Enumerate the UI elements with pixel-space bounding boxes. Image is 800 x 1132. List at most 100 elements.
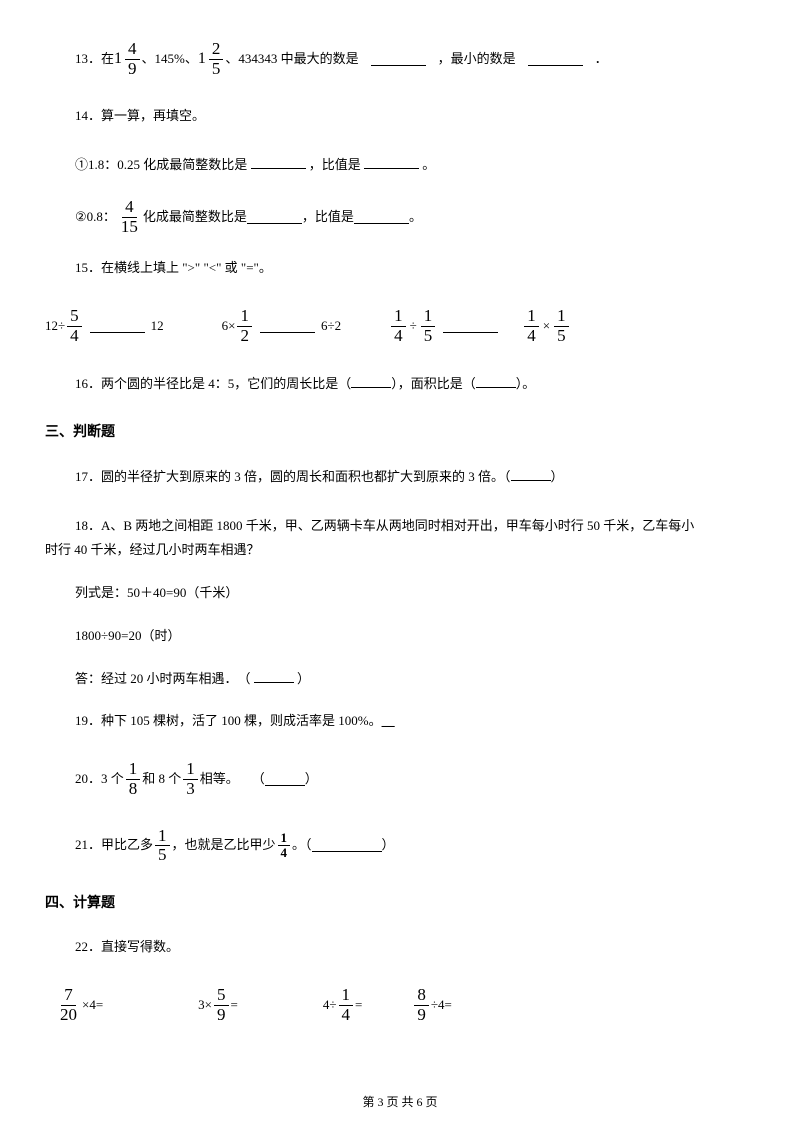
expr-group-4: 1 4 × 1 5: [522, 307, 570, 345]
numerator: 2: [209, 40, 224, 60]
blank[interactable]: [260, 320, 315, 333]
mid: ，也就是乙比甲少: [172, 835, 276, 856]
after: =: [355, 995, 362, 1016]
fraction: 1 4: [391, 307, 406, 345]
numerator: 1: [183, 760, 198, 780]
fraction: 4 15: [118, 198, 141, 236]
pre: ①1.8：0.25 化成最简整数比是: [75, 157, 247, 172]
blank[interactable]: [247, 211, 302, 224]
problem-14-title: 14．算一算，再填空。: [45, 106, 755, 127]
end: ）: [305, 769, 318, 790]
pre: 17．圆的半径扩大到原来的 3 倍，圆的周长和面积也都扩大到原来的 3 倍。（: [75, 467, 511, 488]
denominator: 4: [67, 327, 82, 346]
end: ）: [382, 835, 395, 856]
blank[interactable]: [476, 375, 516, 388]
fraction: 1 8: [126, 760, 141, 798]
pre: 4÷: [323, 995, 337, 1016]
after: 。（: [292, 835, 312, 856]
after: ÷4=: [431, 995, 452, 1016]
numerator: 4: [122, 198, 137, 218]
blank[interactable]: [254, 670, 294, 683]
mixed-fraction-2: 1 2 5: [198, 40, 226, 78]
denominator: 5: [554, 327, 569, 346]
op: ÷: [410, 316, 417, 337]
op: ×: [543, 316, 550, 337]
numerator: 7: [61, 986, 76, 1006]
calc-4: 8 9 ÷4=: [412, 986, 451, 1024]
right: 6÷2: [321, 316, 341, 337]
problem-21: 21．甲比乙多 1 5 ，也就是乙比甲少 1 4 。（ ）: [45, 827, 755, 865]
after: ×4=: [82, 995, 103, 1016]
numerator: 1: [278, 831, 291, 846]
fraction: 7 20: [57, 986, 80, 1024]
fraction: 1 3: [183, 760, 198, 798]
pre: 3×: [198, 995, 212, 1016]
pre: 16．两个圆的半径比是 4：5，它们的周长比是（: [75, 374, 351, 395]
blank[interactable]: [528, 53, 583, 66]
blank[interactable]: [443, 320, 498, 333]
mid: ），面积比是（: [391, 374, 476, 395]
numerator: 1: [126, 760, 141, 780]
end: 。: [409, 207, 422, 228]
denominator: 15: [118, 218, 141, 237]
whole: 1: [114, 46, 122, 72]
end: 。: [422, 157, 435, 172]
denominator: 5: [155, 846, 170, 865]
blank[interactable]: [351, 375, 391, 388]
denominator: 5: [421, 327, 436, 346]
problem-16: 16．两个圆的半径比是 4：5，它们的周长比是（ ），面积比是（ ）。: [45, 374, 755, 395]
end: ）。: [516, 374, 536, 395]
section-3-heading: 三、判断题: [45, 422, 755, 444]
tf-blank[interactable]: __: [382, 711, 395, 732]
problem-13: 13．在 1 4 9 、145%、 1 2 5 、434343 中最大的数是 ，…: [45, 40, 755, 78]
problem-15-title: 15．在横线上填上 ">" "<" 或 "="。: [45, 258, 755, 279]
blank[interactable]: [90, 320, 145, 333]
problem-18: 18．A、B 两地之间相距 1800 千米，甲、乙两辆卡车从两地同时相对开出，甲…: [45, 516, 755, 690]
fraction: 2 5: [209, 40, 224, 78]
expr-group-2: 6× 1 2 6÷2: [222, 307, 341, 345]
problem-19: 19．种下 105 棵树，活了 100 棵，则成活率是 100%。 __: [45, 711, 755, 732]
whole: 1: [198, 46, 206, 72]
line5-end: ）: [297, 671, 310, 686]
denominator: 9: [214, 1006, 229, 1025]
fraction: 1 5: [155, 827, 170, 865]
denominator: 2: [237, 327, 252, 346]
denominator: 20: [57, 1006, 80, 1025]
left: 6×: [222, 316, 236, 337]
problem-22-title: 22．直接写得数。: [45, 937, 755, 958]
numerator: 1: [421, 307, 436, 327]
numerator: 1: [524, 307, 539, 327]
fraction: 4 9: [125, 40, 140, 78]
numerator: 5: [214, 986, 229, 1006]
denominator: 4: [339, 1006, 354, 1025]
blank[interactable]: [364, 156, 419, 169]
blank[interactable]: [251, 156, 306, 169]
line4: 1800÷90=20（时）: [75, 628, 180, 643]
numerator: 1: [391, 307, 406, 327]
blank[interactable]: [354, 211, 409, 224]
end: ）: [551, 467, 564, 488]
fraction: 5 4: [67, 307, 82, 345]
left: 12÷: [45, 316, 65, 337]
title: 22．直接写得数。: [75, 937, 179, 958]
blank[interactable]: [511, 468, 551, 481]
numerator: 1: [339, 986, 354, 1006]
denominator: 8: [126, 780, 141, 799]
denominator: 3: [183, 780, 198, 799]
problem-15-row: 12÷ 5 4 1 2 6× 1 2 6÷2 1 4 ÷ 1 5 1 4 ×: [45, 307, 755, 345]
blank[interactable]: [371, 53, 426, 66]
blank[interactable]: [265, 773, 305, 786]
mid: ，比值是: [302, 207, 354, 228]
calc-2: 3× 5 9 =: [198, 986, 238, 1024]
end: ．: [595, 49, 608, 70]
expr-group-3: 1 4 ÷ 1 5: [389, 307, 504, 345]
after: 相等。 （: [200, 769, 265, 790]
page-footer: 第 3 页 共 6 页: [0, 1093, 800, 1112]
fraction: 1 4: [278, 831, 291, 861]
fraction: 1 5: [554, 307, 569, 345]
mixed-fraction-1: 1 4 9: [114, 40, 142, 78]
sep2: 、434343 中最大的数是: [225, 49, 358, 70]
section-4-heading: 四、计算题: [45, 893, 755, 915]
denominator: 4: [524, 327, 539, 346]
blank[interactable]: [312, 839, 382, 852]
